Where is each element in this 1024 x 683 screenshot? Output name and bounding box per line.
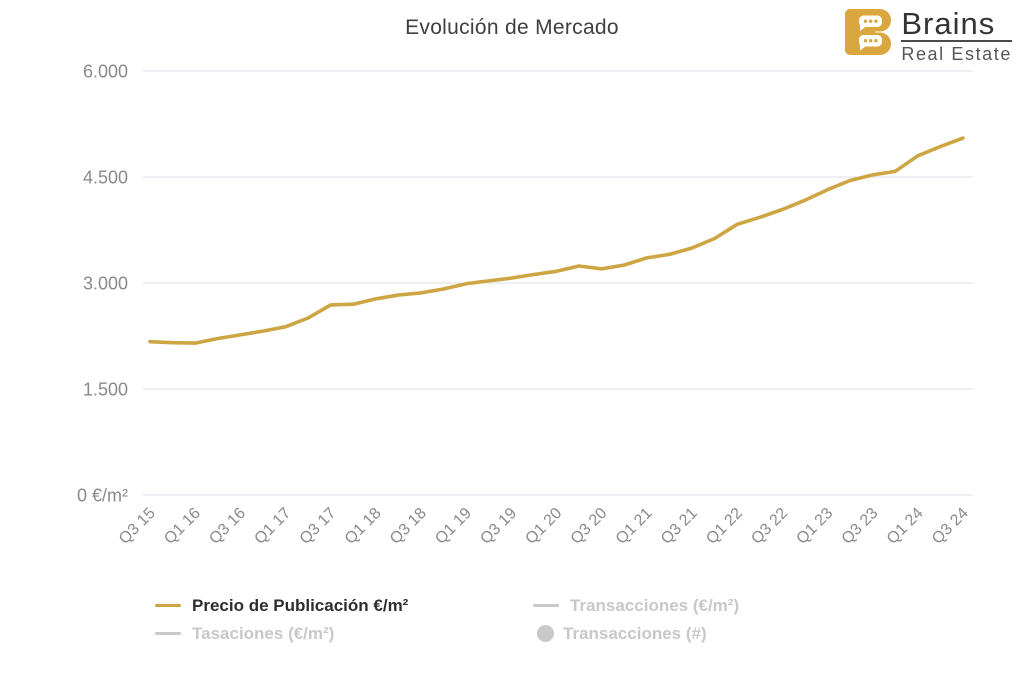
price-publication-line [148, 136, 965, 345]
x-axis-tick-label: Q1 19 [432, 505, 475, 548]
brand-name: Brains [901, 8, 1012, 42]
x-axis-tick-label: Q1 20 [522, 505, 565, 548]
x-axis-tick-label: Q1 16 [161, 505, 204, 548]
x-axis-tick-label: Q1 23 [793, 505, 836, 548]
legend-item-tasaciones[interactable]: Tasaciones (€/m²) [155, 622, 533, 645]
legend-label: Transacciones (#) [563, 624, 707, 643]
y-axis-tick-label: 3.000 [83, 274, 128, 294]
x-axis-tick-label: Q1 22 [703, 505, 746, 548]
y-axis-tick-label: 6.000 [83, 62, 128, 82]
x-axis-tick-label: Q3 20 [568, 505, 611, 548]
gray-line-marker-icon [155, 632, 181, 635]
x-axis-tick-label: Q1 21 [613, 505, 656, 548]
gold-line-marker-icon [155, 604, 181, 607]
x-axis-tick-label: Q1 17 [251, 505, 294, 548]
x-axis-tick-label: Q3 15 [116, 505, 159, 548]
legend-item-transacciones-precio[interactable]: Transacciones (€/m²) [533, 594, 739, 617]
x-axis-tick-label: Q3 24 [929, 505, 972, 548]
legend-label: Transacciones (€/m²) [570, 596, 740, 615]
x-axis-tick-label: Q3 16 [206, 505, 249, 548]
brand-text: Brains Real Estate [901, 8, 1012, 65]
y-axis-tick-label: 0 €/m² [77, 486, 128, 506]
x-axis-tick-label: Q3 22 [748, 505, 791, 548]
x-axis-tick-label: Q3 19 [477, 505, 520, 548]
chart-title: Evolución de Mercado [405, 16, 619, 39]
x-axis-tick-label: Q3 23 [839, 505, 882, 548]
brand-subtitle: Real Estate [901, 44, 1012, 64]
y-axis-tick-label: 1.500 [83, 380, 128, 400]
gray-circle-marker-icon [537, 625, 554, 642]
x-axis-tick-label: Q3 17 [297, 505, 340, 548]
legend-label: Tasaciones (€/m²) [192, 624, 335, 643]
chart-legend: Precio de Publicación €/m² Transacciones… [155, 594, 739, 645]
brand-logo: Brains Real Estate [844, 8, 1012, 65]
x-axis-tick-label: Q1 18 [342, 505, 385, 548]
legend-label: Precio de Publicación €/m² [192, 596, 409, 615]
brains-b-icon [845, 9, 892, 55]
legend-item-transacciones-numero[interactable]: Transacciones (#) [533, 622, 739, 645]
speech-bubble-bottom-icon [859, 35, 883, 51]
gray-line-marker-icon [533, 604, 559, 607]
legend-item-precio-publicacion[interactable]: Precio de Publicación €/m² [155, 594, 533, 617]
x-axis-tick-label: Q3 21 [658, 505, 701, 548]
speech-bubble-top-icon [859, 15, 883, 31]
x-axis-tick-label: Q1 24 [884, 505, 927, 548]
y-axis-tick-label: 4.500 [83, 168, 128, 188]
x-axis-tick-label: Q3 18 [387, 505, 430, 548]
